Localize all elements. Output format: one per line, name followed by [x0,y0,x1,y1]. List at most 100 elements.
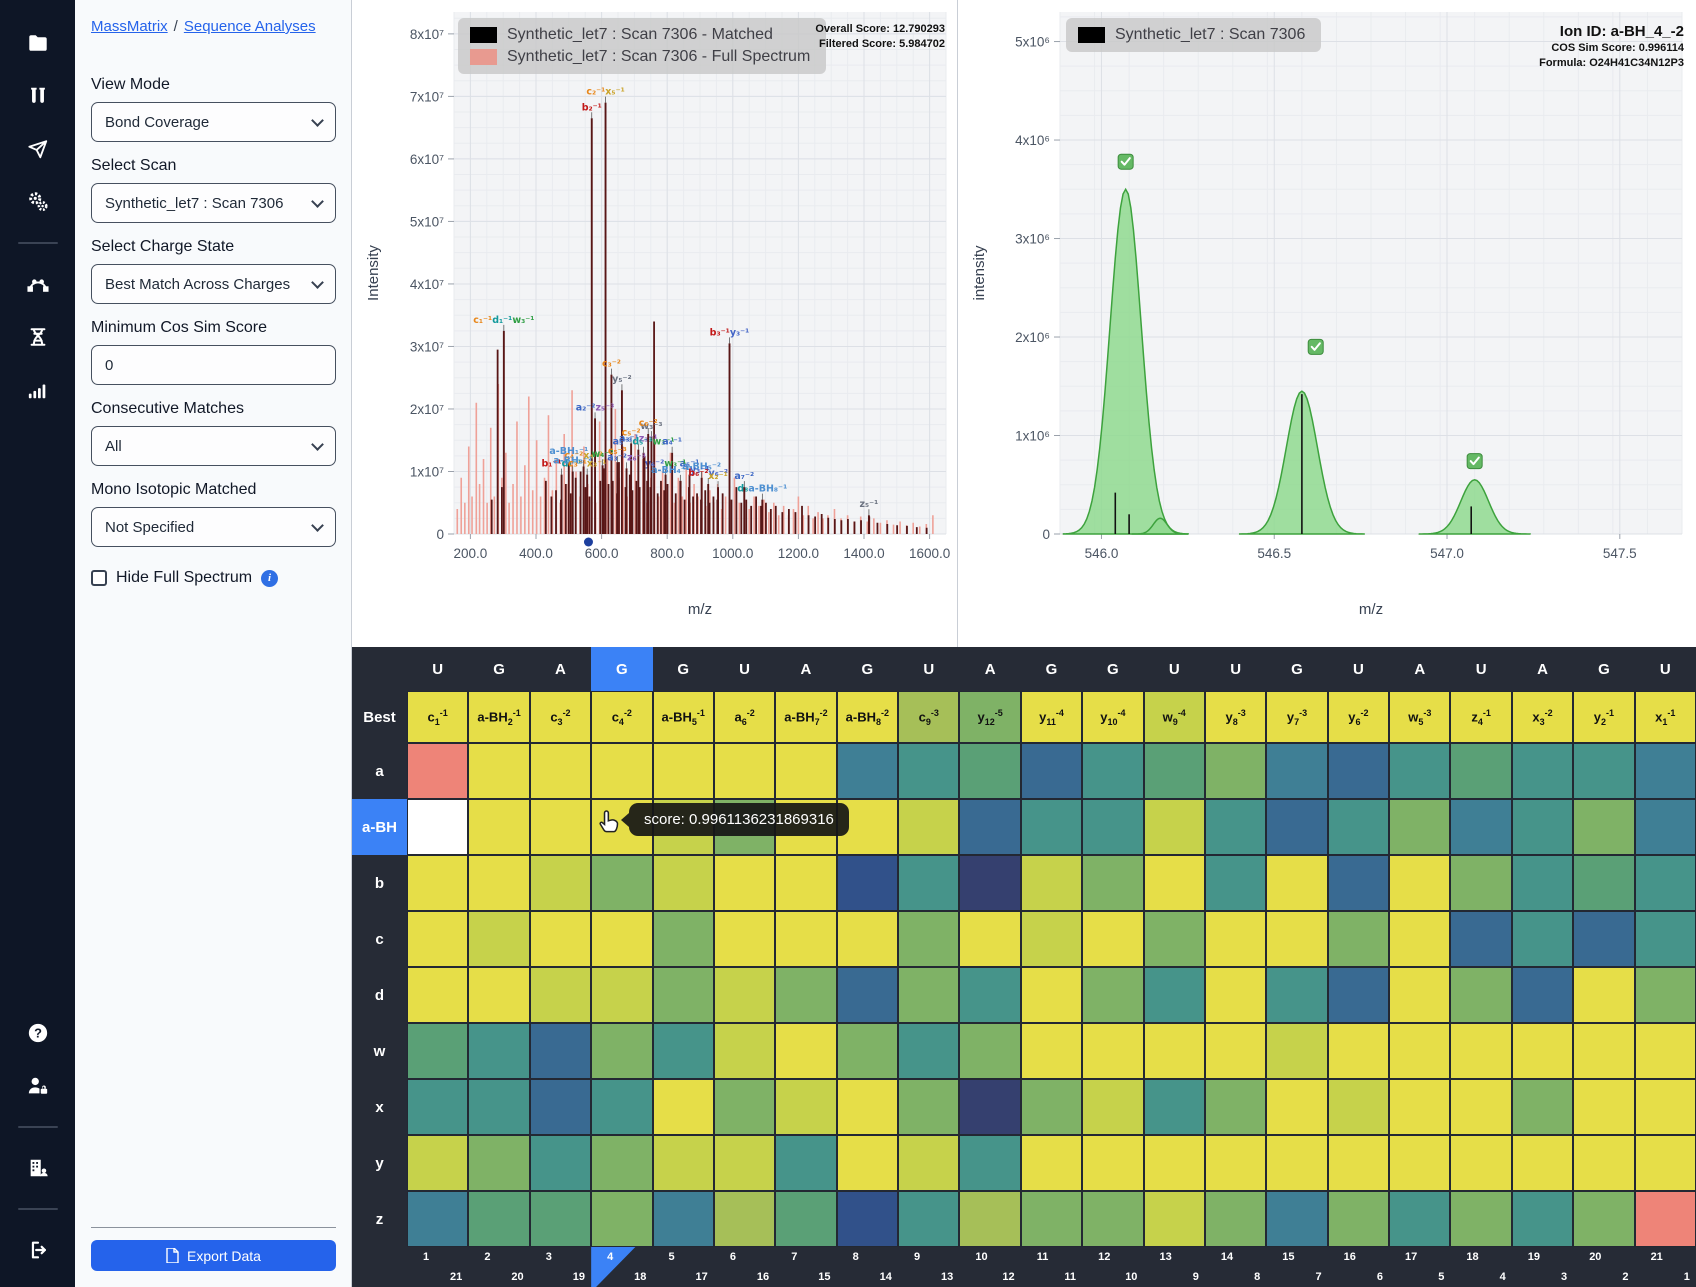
heatmap-cell[interactable] [1020,743,1083,799]
heatmap-nucleotide-header[interactable]: A [529,647,592,691]
heatmap-cell[interactable] [1573,743,1635,799]
heatmap-cell[interactable] [836,855,899,911]
heatmap-cell[interactable] [1450,743,1512,799]
heatmap-cell[interactable] [1327,1023,1390,1079]
heatmap-cell[interactable] [1511,1191,1574,1247]
heatmap-cell[interactable] [1450,911,1512,967]
heatmap-cell[interactable] [529,743,592,799]
heatmap-cell[interactable] [1204,967,1267,1023]
breadcrumb-massmatrix[interactable]: MassMatrix [91,18,168,35]
heatmap-nucleotide-header[interactable]: A [1389,647,1451,691]
heatmap-cell[interactable] [959,799,1021,855]
heatmap-cell[interactable] [1327,743,1390,799]
heatmap-cell[interactable] [775,967,837,1023]
best-ion-cell[interactable]: x1-1 [1634,691,1696,743]
best-ion-cell[interactable]: a-BH5-1 [652,691,714,743]
heatmap-cell[interactable] [1511,799,1574,855]
heatmap-cell[interactable] [407,1023,469,1079]
heatmap-cell[interactable] [1082,1191,1144,1247]
heatmap-cell[interactable] [959,1079,1021,1135]
heatmap-cell[interactable] [591,1023,653,1079]
heatmap-nucleotide-header[interactable]: G [591,647,653,691]
heatmap-cell[interactable] [1143,1023,1205,1079]
heatmap-cell[interactable] [898,743,960,799]
heatmap-nucleotide-header[interactable]: U [1327,647,1390,691]
mono-isotopic-select[interactable]: Not Specified [91,507,336,547]
gears-icon[interactable] [25,189,51,215]
heatmap-cell[interactable] [652,967,714,1023]
heatmap-cell[interactable] [775,1191,837,1247]
heatmap-cell[interactable] [468,743,530,799]
heatmap-cell[interactable] [1450,1023,1512,1079]
heatmap-cell[interactable] [1082,855,1144,911]
heatmap-nucleotide-header[interactable]: U [1204,647,1267,691]
heatmap-row-label-best[interactable]: Best [352,691,407,743]
heatmap-cell[interactable] [1327,1135,1390,1191]
heatmap-cell[interactable] [713,1191,776,1247]
heatmap-row-label-x[interactable]: x [352,1079,407,1135]
heatmap-cell[interactable] [1389,967,1451,1023]
heatmap-cell[interactable] [713,1023,776,1079]
heatmap-cell[interactable] [1511,967,1574,1023]
heatmap-nucleotide-header[interactable]: G [652,647,714,691]
heatmap-cell[interactable] [898,967,960,1023]
heatmap-cell[interactable] [1389,1135,1451,1191]
info-icon[interactable]: i [261,569,279,587]
heatmap-nucleotide-header[interactable]: U [898,647,960,691]
best-ion-cell[interactable]: a-BH8-2 [836,691,899,743]
heatmap-cell[interactable] [1389,1079,1451,1135]
heatmap-cell[interactable] [836,1135,899,1191]
heatmap-cell[interactable] [1266,1191,1328,1247]
breadcrumb-sequence-analyses[interactable]: Sequence Analyses [183,18,316,35]
heatmap-cell[interactable] [1327,799,1390,855]
heatmap-cell[interactable] [1634,911,1696,967]
view-mode-select[interactable]: Bond Coverage [91,102,336,142]
heatmap-cell[interactable] [1634,743,1696,799]
heatmap-cell[interactable] [591,743,653,799]
heatmap-nucleotide-header[interactable]: G [1020,647,1083,691]
heatmap-cell[interactable] [1143,1135,1205,1191]
export-data-button[interactable]: Export Data [91,1240,336,1271]
heatmap-cell[interactable] [1327,1191,1390,1247]
heatmap-row-label-y[interactable]: y [352,1135,407,1191]
heatmap-cell[interactable] [529,967,592,1023]
heatmap-cell[interactable] [1020,911,1083,967]
heatmap-cell[interactable] [1634,967,1696,1023]
folder-icon[interactable] [25,30,51,56]
heatmap-cell[interactable] [1204,799,1267,855]
heatmap-cell[interactable] [1082,743,1144,799]
heatmap-cell[interactable] [468,799,530,855]
heatmap-nucleotide-header[interactable]: U [1634,647,1696,691]
heatmap-row-label-w[interactable]: w [352,1023,407,1079]
heatmap-cell[interactable] [591,1079,653,1135]
heatmap-cell[interactable] [713,743,776,799]
heatmap-cell[interactable] [1573,1023,1635,1079]
heatmap-nucleotide-header[interactable]: G [836,647,899,691]
heatmap-cell[interactable] [1511,1135,1574,1191]
min-cos-sim-field[interactable] [91,345,336,385]
heatmap-cell[interactable] [1020,1135,1083,1191]
heatmap-cell[interactable] [1020,967,1083,1023]
heatmap-cell[interactable] [1143,799,1205,855]
heatmap-cell[interactable] [1450,1191,1512,1247]
heatmap-cell[interactable] [713,855,776,911]
heatmap-cell[interactable] [713,967,776,1023]
heatmap-cell[interactable] [652,743,714,799]
heatmap-cell[interactable] [1450,1135,1512,1191]
heatmap-cell[interactable] [775,1079,837,1135]
heatmap-cell[interactable] [1204,1079,1267,1135]
building-user-icon[interactable] [25,1155,51,1181]
heatmap-cell[interactable] [1266,1023,1328,1079]
heatmap-row-label-a-BH[interactable]: a-BH [352,799,407,855]
best-ion-cell[interactable]: y11-4 [1020,691,1083,743]
heatmap-cell[interactable] [836,1191,899,1247]
heatmap-cell[interactable] [1327,967,1390,1023]
heatmap-cell[interactable] [1143,1079,1205,1135]
heatmap-nucleotide-header[interactable]: G [1266,647,1328,691]
heatmap-cell[interactable] [591,855,653,911]
heatmap-cell[interactable] [591,911,653,967]
heatmap-cell[interactable] [1204,743,1267,799]
heatmap-cell[interactable] [713,911,776,967]
heatmap-nucleotide-header[interactable]: G [1082,647,1144,691]
heatmap-cell[interactable] [1573,1135,1635,1191]
